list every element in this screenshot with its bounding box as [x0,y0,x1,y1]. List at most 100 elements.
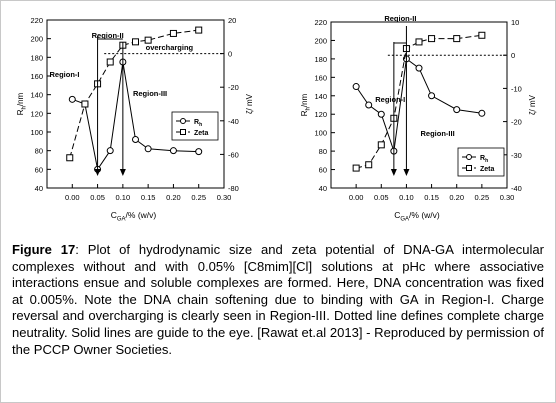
y-left-tick-label: 80 [319,147,327,156]
y-right-tick-label: 20 [228,16,236,25]
data-point-zeta [428,35,436,43]
data-point-rh [195,148,203,156]
y-right-tick-label: -30 [511,151,522,160]
y-left-tick-label: 120 [30,109,43,118]
data-point-zeta [106,58,114,66]
data-point-zeta [453,35,461,43]
data-point-rh [377,110,385,118]
x-axis-label: CGA/% (w/v) [394,210,440,223]
y-left-tick-label: 200 [314,36,327,45]
y-left-tick-label: 220 [314,18,327,27]
y-left-tick-label: 200 [30,35,43,44]
annot-region-1: Region-I [50,70,80,79]
region-boundary-arrow-1-head [94,169,101,176]
data-point-rh [478,109,486,117]
caption-figure-label: Figure 17 [12,242,76,257]
y-left-axis-label: Rh/nm [16,92,28,115]
x-tick-label: 0.00 [65,193,80,202]
legend-label-rh: Rh [480,155,488,164]
y-right-tick-label: -20 [228,83,239,92]
x-tick-label: 0.05 [374,193,389,202]
x-tick-label: 0.20 [449,193,464,202]
data-point-rh [132,135,139,143]
region-boundary-arrow-1-head [390,169,397,176]
y-right-tick-label: -60 [228,150,239,159]
y-left-tick-label: 80 [35,147,43,156]
data-point-zeta [478,31,486,39]
y-left-tick-label: 100 [30,128,43,137]
x-tick-label: 0.15 [141,193,156,202]
x-tick-label: 0.30 [500,193,515,202]
caption-text: : Plot of hydrodynamic size and zeta pot… [12,242,544,357]
y-right-tick-label: -80 [228,184,239,193]
data-point-zeta [132,38,139,46]
annot-region-2: Region-II [384,14,416,23]
region-boundary-arrow-2-head [119,169,126,176]
y-left-tick-label: 160 [314,73,327,82]
y-right-axis-label: ζ/ mV [528,94,537,115]
y-left-tick-label: 40 [35,184,43,193]
y-right-tick-label: -40 [511,184,522,193]
data-point-rh [68,95,76,103]
y-left-tick-label: 100 [314,129,327,138]
plot-frame [46,19,225,189]
y-left-tick-label: 40 [319,184,327,193]
x-tick-label: 0.10 [116,193,131,202]
y-left-tick-label: 60 [319,166,327,175]
data-point-rh [169,147,177,155]
y-right-tick-label: 0 [228,50,232,59]
data-point-zeta [365,161,373,169]
annot-region-3: Region-III [421,129,455,138]
annot-region-2: Region-II [92,31,124,40]
series-line-rh [355,58,482,152]
data-point-rh [453,106,461,114]
data-point-zeta [352,164,360,172]
y-left-tick-label: 140 [30,91,43,100]
y-right-tick-label: -20 [511,118,522,127]
legend-box [171,111,219,141]
x-tick-label: 0.10 [399,193,414,202]
data-point-zeta [169,29,177,37]
annot-region-1: Region-I [375,95,405,104]
data-point-rh [144,145,152,153]
y-right-tick-label: -40 [228,117,239,126]
x-tick-label: 0.05 [90,193,105,202]
x-tick-label: 0.20 [166,193,181,202]
y-left-tick-label: 60 [35,165,43,174]
data-point-rh [352,83,360,91]
y-left-tick-label: 140 [314,92,327,101]
annot-region-3: Region-III [133,89,167,98]
legend-marker-rh [466,154,472,160]
y-left-tick-label: 220 [30,16,43,25]
chart-right-svg: 0.00 0.05 0.10 0.15 0.20 0.25 0.30 CGA/% (w/v) 4… [300,14,537,223]
plot-frame [330,21,508,189]
x-tick-label: 0.30 [217,193,232,202]
region-boundary-arrow-2-head [403,169,410,176]
x-tick-label: 0.25 [191,193,206,202]
chart-panel-left: 0.00 0.05 0.10 0.15 0.20 0.25 0.30 CGA/% (w/v) 4… [0,0,278,236]
data-point-zeta [195,26,203,34]
chart-left-svg: 0.00 0.05 0.10 0.15 0.20 0.25 0.30 CGA/% (w/v) 4… [16,16,254,223]
y-right-tick-label: 0 [511,51,515,60]
y-left-tick-label: 180 [314,55,327,64]
series-line-zeta [69,29,199,158]
y-right-tick-label: 10 [511,18,519,27]
annot-overcharging: overcharging [146,43,194,52]
data-point-zeta [81,100,89,108]
legend-label-zeta: Zeta [194,130,209,137]
data-point-rh [365,101,373,109]
chart-panel-right: 0.00 0.05 0.10 0.15 0.20 0.25 0.30 CGA/% (w/v) 4… [278,0,556,236]
data-point-rh [106,147,114,155]
legend-box [457,147,505,177]
legend-label-rh: Rh [194,119,202,128]
data-point-zeta [415,38,423,46]
y-right-tick-label: -10 [511,84,522,93]
data-point-rh [428,92,436,100]
figure-caption: Figure 17: Plot of hydrodynamic size and… [12,242,544,358]
x-tick-label: 0.00 [349,193,364,202]
legend-marker-zeta [180,129,186,135]
data-point-rh [415,64,423,72]
legend-label-zeta: Zeta [480,166,495,173]
legend-marker-zeta [466,165,472,171]
data-point-zeta [144,36,152,44]
